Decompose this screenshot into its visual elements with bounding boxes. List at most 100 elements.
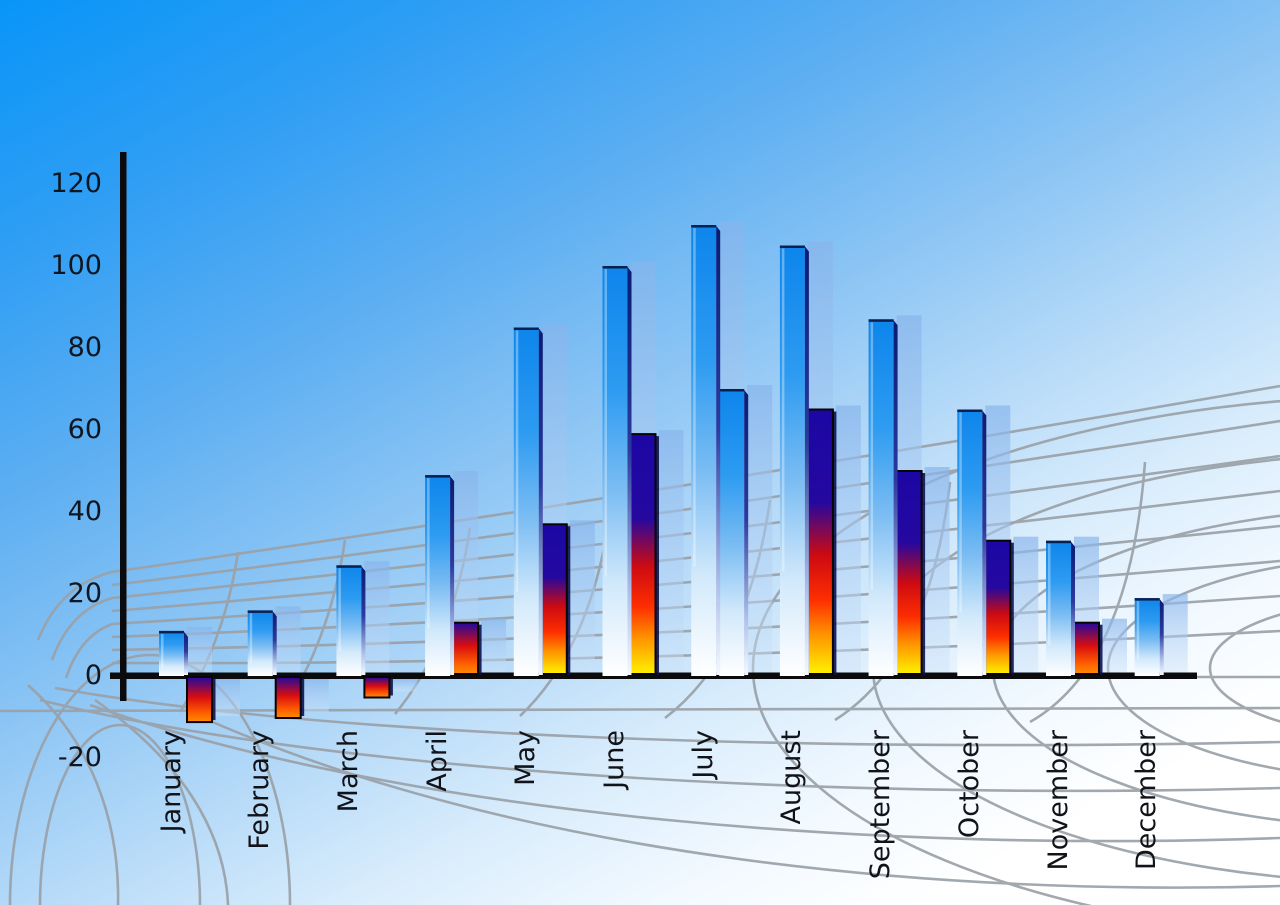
bar-may-primary [513,327,539,676]
x-tick-september: September [865,730,897,880]
bar-series [159,225,1164,724]
x-tick-august: August [776,730,808,825]
ghost-june-secondary [658,430,684,674]
ghost-september-secondary [924,467,950,674]
ghost-october-secondary [1013,536,1039,674]
ghost-february-primary [275,606,301,674]
bar-october-primary-side [982,410,987,675]
bar-march-secondary [363,676,391,699]
x-tick-july: July [687,730,719,779]
bar-march-primary-highlight [338,568,341,652]
bar-april-secondary [452,621,480,676]
bar-february-primary-top-edge [247,610,273,613]
bar-april-primary-highlight [427,478,430,629]
bar-october-primary-highlight [959,412,962,613]
x-tick-february: February [244,730,276,850]
bar-october-secondary-side [1010,542,1014,675]
bar-july-primary [691,225,717,676]
bar-october-secondary [984,539,1012,676]
axes [110,152,1197,701]
bar-february-primary-highlight [249,613,253,663]
bar-august-primary-top-edge [779,245,805,248]
bar-july-secondary [719,389,745,676]
bar-may-secondary-side [566,526,571,675]
bar-july-primary-top-edge [691,225,717,228]
ghost-april-secondary [481,618,507,674]
y-tick-60: 60 [67,414,102,445]
bar-november-primary-side [1071,541,1075,675]
ghost-february-secondary [303,679,329,712]
bar-may-primary-side [538,328,543,675]
ghost-december-primary [1162,594,1188,674]
bar-september-primary-highlight [870,322,874,590]
ghost-march-secondary [392,679,418,692]
bar-june-primary-highlight [604,269,607,577]
bar-april-primary-top-edge [425,475,451,478]
ghost-november-secondary [1102,618,1127,674]
y-tick-100: 100 [50,250,102,281]
bar-july-primary-side [716,226,721,675]
bar-february-primary-side [272,611,277,675]
bar-may-primary-top-edge [513,327,539,330]
bar-july-secondary-top-edge [719,389,745,392]
bar-november-secondary [1073,621,1100,676]
y-axis-line [120,152,127,701]
bar-october-primary-top-edge [957,409,983,412]
bar-april-secondary-side [478,624,482,675]
bar-march-secondary-side [389,679,393,696]
bar-october-primary [957,409,983,676]
bar-november-primary [1046,540,1071,676]
bar-august-secondary-side [832,411,837,675]
bar-july-primary-highlight [693,228,696,567]
x-tick-april: April [421,730,453,792]
bar-december-primary [1134,598,1160,676]
bar-june-primary-side [627,267,632,675]
bar-august-primary-highlight [781,248,785,572]
ghost-july-secondary [747,385,773,674]
bar-may-secondary [540,523,568,675]
y-tick--20: -20 [57,742,102,773]
bar-february-secondary-side [300,679,305,716]
bar-february-secondary [274,676,302,719]
bar-august-secondary [806,408,834,675]
y-tick-40: 40 [67,496,102,527]
bar-september-primary-side [893,320,898,675]
bar-june-secondary-side [655,436,659,675]
bar-december-primary-highlight [1136,601,1140,660]
bar-november-primary-top-edge [1046,540,1071,544]
bar-june-secondary [629,433,657,675]
x-tick-january: January [155,730,187,833]
bar-september-secondary [895,470,923,675]
ghost-may-secondary [569,520,595,674]
bar-march-primary-side [361,566,366,675]
bar-september-secondary-side [921,473,926,675]
ghost-march-primary [364,561,390,674]
y-tick-120: 120 [50,168,102,199]
bar-january-primary-side [184,631,188,675]
ghost-august-secondary [835,405,861,674]
x-tick-may: May [510,730,542,786]
bar-june-primary-top-edge [602,266,628,269]
bar-june-primary [602,266,628,676]
x-tick-october: October [953,730,985,839]
bar-april-primary-side [450,476,455,675]
bar-august-primary [779,245,805,676]
y-tick-80: 80 [67,332,102,363]
y-tick-20: 20 [67,578,102,609]
bar-september-primary-top-edge [868,319,894,322]
bar-january-secondary [186,676,213,724]
bar-december-primary-side [1159,599,1164,675]
ghost-january-primary [187,626,212,674]
bar-march-primary [336,565,362,676]
ghost-january-secondary [215,679,240,717]
x-tick-december: December [1131,730,1163,871]
x-axis-zero-line [110,672,1197,679]
bar-april-primary [425,475,451,676]
bar-july-secondary-side [744,390,749,675]
x-tick-june: June [599,730,630,789]
bar-may-primary-highlight [515,330,519,592]
bar-august-primary-side [804,246,809,675]
bar-november-secondary-side [1099,624,1103,675]
bar-november-primary-highlight [1048,543,1051,646]
